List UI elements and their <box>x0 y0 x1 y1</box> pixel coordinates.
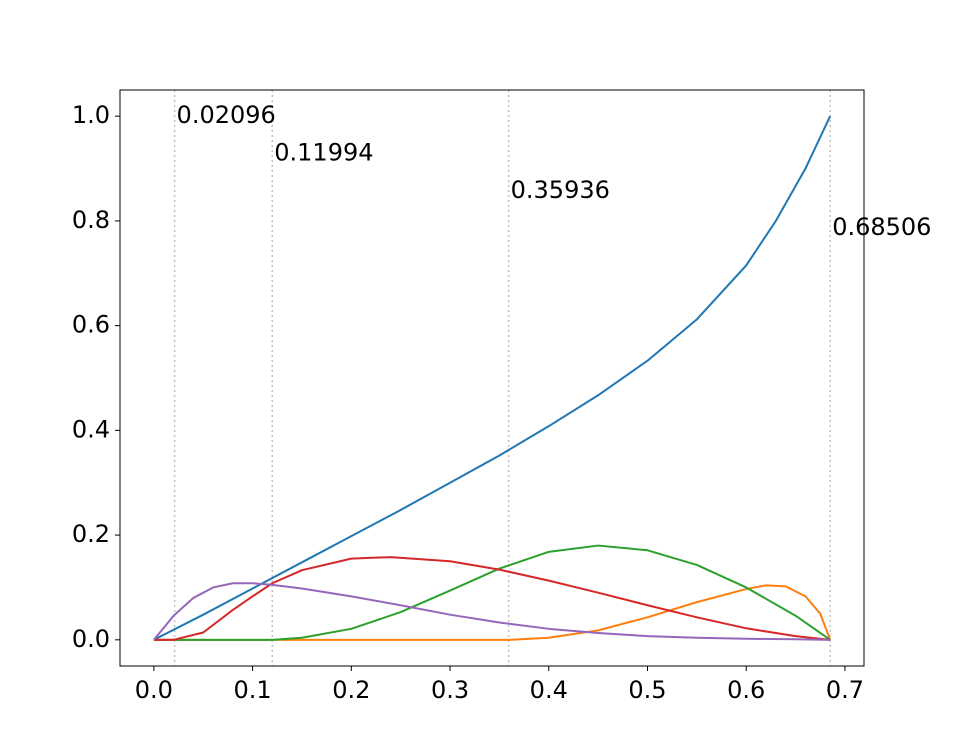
series-line-0 <box>153 115 832 641</box>
x-tick-label: 0.3 <box>431 676 469 704</box>
vline-label-2: 0.35936 <box>511 176 610 204</box>
y-tick-label: 0.8 <box>72 206 110 234</box>
y-tick-label: 0.2 <box>72 520 110 548</box>
series-line-3 <box>153 556 831 641</box>
x-tick-label: 0.0 <box>135 676 173 704</box>
y-tick-label: 0.0 <box>72 625 110 653</box>
x-tick-label: 0.5 <box>628 676 666 704</box>
x-tick-label: 0.6 <box>727 676 765 704</box>
y-tick-label: 0.6 <box>72 311 110 339</box>
y-tick-label: 0.4 <box>72 415 110 443</box>
vline-label-0: 0.02096 <box>177 101 276 129</box>
series-line-4 <box>153 582 831 641</box>
series-line-2 <box>153 544 831 641</box>
x-tick-label: 0.2 <box>332 676 370 704</box>
y-tick-label: 1.0 <box>72 101 110 129</box>
series-line-1 <box>153 584 832 641</box>
vline-label-1: 0.11994 <box>274 138 373 166</box>
plot-frame <box>119 89 865 667</box>
x-tick-label: 0.7 <box>826 676 864 704</box>
x-tick-label: 0.4 <box>530 676 568 704</box>
x-tick-label: 0.1 <box>234 676 272 704</box>
vline-label-3: 0.68506 <box>832 213 931 241</box>
